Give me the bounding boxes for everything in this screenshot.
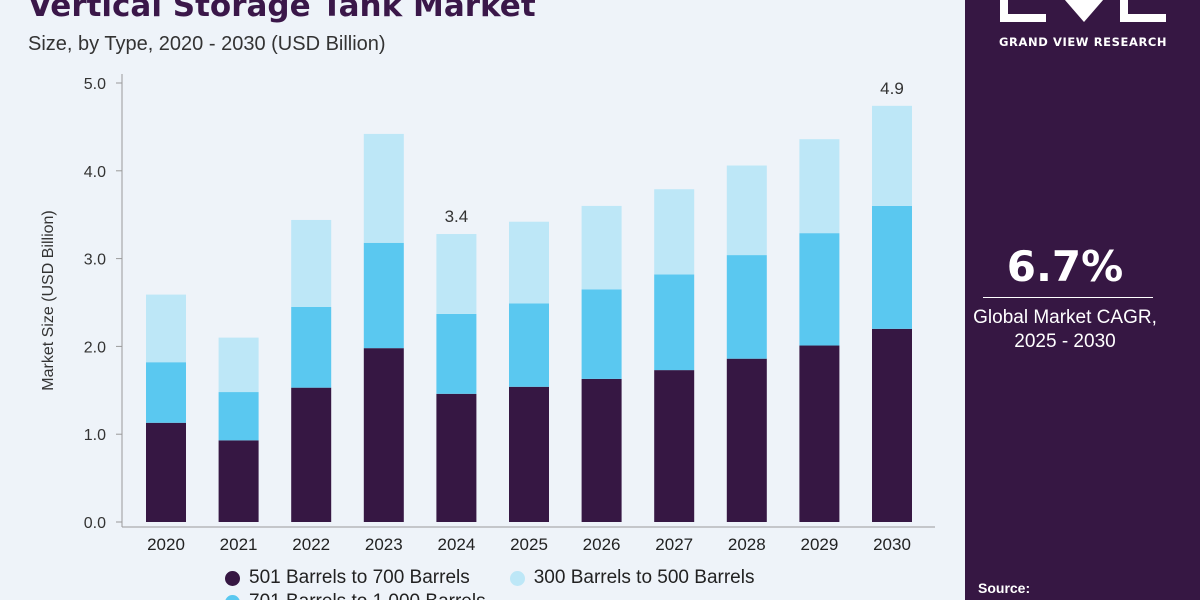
x-tick-label: 2023 (365, 535, 403, 554)
cagr-label-line1: Global Market CAGR, (973, 307, 1157, 328)
x-tick-label: 2021 (220, 535, 258, 554)
chart-panel: Vertical Storage Tank Market Size, by Ty… (28, 0, 935, 600)
sidebar-panel (965, 0, 1200, 600)
bar-300-500-2025 (509, 221, 549, 304)
y-tick-label: 4.0 (84, 164, 106, 181)
brand-name: GRAND VIEW RESEARCH (999, 35, 1168, 49)
bar-300-500-2029 (799, 139, 840, 234)
cagr-divider (983, 297, 1153, 298)
legend-swatch-701-1000 (225, 594, 240, 600)
bar-701-1000-2028 (726, 255, 767, 359)
cagr-label: Global Market CAGR, 2025 - 2030 (970, 306, 1160, 354)
bar-701-1000-2020 (146, 362, 186, 423)
bar-501-700-2025 (509, 386, 549, 522)
x-tick-label: 2026 (583, 535, 621, 554)
bar-501-700-2027 (654, 370, 695, 522)
bar-701-1000-2029 (799, 233, 840, 346)
bar-300-500-2020 (146, 294, 186, 363)
x-tick-label: 2027 (655, 535, 693, 554)
legend-swatch-501-700 (225, 570, 240, 586)
bar-501-700-2024 (436, 393, 477, 522)
bar-300-500-2027 (654, 189, 695, 275)
x-tick-label: 2029 (800, 535, 838, 554)
bar-501-700-2021 (218, 440, 259, 522)
chart-legend: 501 Barrels to 700 Barrels 300 Barrels t… (225, 566, 794, 600)
bar-300-500-2028 (726, 165, 767, 256)
bar-501-700-2022 (291, 387, 332, 522)
bar-501-700-2030 (872, 328, 912, 522)
bar-300-500-2024 (436, 234, 477, 314)
bar-300-500-2021 (218, 337, 259, 393)
bar-701-1000-2023 (363, 242, 404, 349)
y-tick-label: 3.0 (84, 252, 106, 269)
gvr-logo-icon (1000, 0, 1166, 22)
legend-swatch-300-500 (509, 570, 525, 586)
legend-item-300-500: 300 Barrels to 500 Barrels (509, 567, 755, 589)
chart-subtitle: Size, by Type, 2020 - 2030 (USD Billion) (28, 33, 386, 55)
y-tick-label: 2.0 (84, 339, 106, 356)
legend-label-701-1000: 701 Barrels to 1,000 Barrels (249, 591, 486, 600)
x-tick-label: 2020 (147, 535, 185, 554)
legend-label-300-500: 300 Barrels to 500 Barrels (533, 567, 755, 588)
y-axis-title: Market Size (USD Billion) (40, 210, 57, 390)
bar-chart: 0.0 1.0 2.0 3.0 4.0 5.0 Market Size (USD Billi… (40, 74, 935, 554)
bar-701-1000-2027 (654, 274, 695, 371)
x-tick-label: 2028 (728, 535, 766, 554)
bar-701-1000-2026 (581, 289, 622, 379)
x-tick-label: 2024 (437, 535, 475, 554)
legend-label-501-700: 501 Barrels to 700 Barrels (249, 567, 470, 588)
x-tick-label: 2025 (510, 535, 548, 554)
bar-501-700-2023 (363, 348, 404, 522)
bar-701-1000-2021 (218, 392, 259, 441)
y-tick-label: 0.0 (84, 515, 106, 532)
y-tick-label: 1.0 (84, 427, 106, 444)
cagr-label-line2: 2025 - 2030 (1014, 331, 1116, 352)
y-tick-label: 5.0 (84, 76, 106, 93)
chart-title: Vertical Storage Tank Market (28, 0, 536, 24)
bar-701-1000-2025 (509, 303, 549, 387)
bar-501-700-2020 (146, 422, 186, 522)
bar-701-1000-2030 (872, 205, 912, 329)
legend-item-501-700: 501 Barrels to 700 Barrels (225, 567, 470, 589)
data-label-2024: 3.4 (445, 207, 469, 226)
bar-300-500-2030 (872, 105, 912, 206)
x-tick-label: 2030 (873, 535, 911, 554)
source-label: Source: (978, 580, 1031, 596)
data-label-2030: 4.9 (880, 79, 904, 98)
bar-300-500-2026 (581, 205, 622, 290)
bar-501-700-2028 (726, 358, 767, 522)
bar-501-700-2029 (799, 345, 840, 522)
bar-701-1000-2024 (436, 313, 477, 394)
legend-item-701-1000: 701 Barrels to 1,000 Barrels (225, 591, 486, 600)
bar-501-700-2026 (581, 378, 622, 522)
x-tick-label: 2022 (292, 535, 330, 554)
bar-300-500-2022 (291, 219, 332, 307)
bar-701-1000-2022 (291, 306, 332, 388)
bar-300-500-2023 (363, 133, 404, 243)
cagr-value: 6.7% (1006, 242, 1124, 291)
